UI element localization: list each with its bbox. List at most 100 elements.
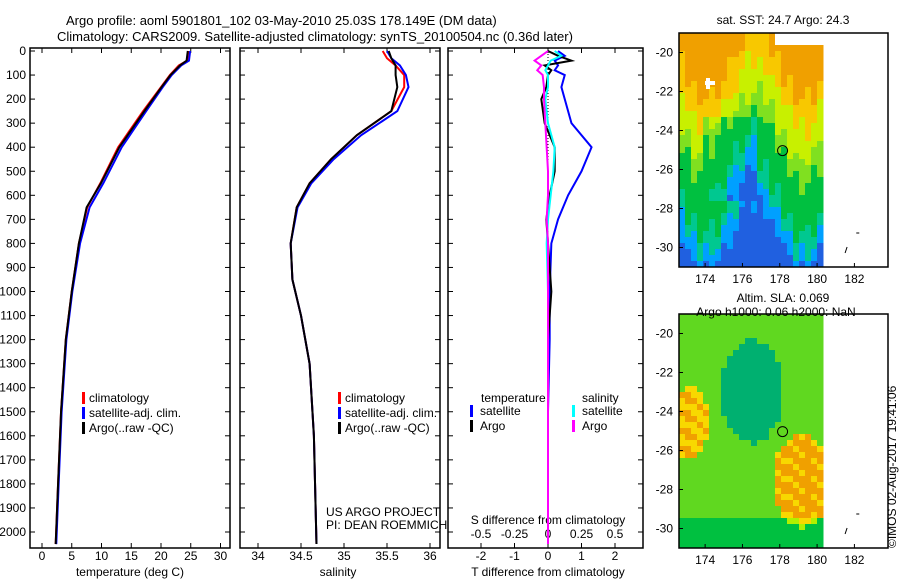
depth-tick-label: 500 (6, 164, 26, 178)
map-cell (697, 99, 704, 106)
map-cell (787, 207, 794, 214)
map-cell (703, 524, 710, 531)
map-cell (703, 105, 710, 112)
map-cell (733, 350, 740, 357)
map-cell (817, 75, 824, 82)
map-cell (787, 368, 794, 375)
map-cell (799, 440, 806, 447)
map-cell (745, 207, 752, 214)
map-cell (751, 326, 758, 333)
map-cell (775, 368, 782, 375)
temperature-tick-label: 15 (125, 549, 139, 563)
map-cell (733, 494, 740, 501)
map-cell (691, 117, 698, 124)
map-cell (745, 458, 752, 465)
map-cell (781, 530, 788, 537)
map-cell (751, 536, 758, 543)
map-cell (715, 452, 722, 459)
map-cell (745, 105, 752, 112)
map-cell (793, 75, 800, 82)
map-cell (769, 386, 776, 393)
map-cell (739, 368, 746, 375)
map-cell (721, 189, 728, 196)
map-cell (751, 338, 758, 345)
map-cell (715, 171, 722, 178)
map-cell (691, 99, 698, 106)
map-cell (817, 404, 824, 411)
map-cell (715, 338, 722, 345)
map-cell (721, 207, 728, 214)
map-cell (745, 213, 752, 220)
map-cell (775, 452, 782, 459)
legend-swatch (82, 392, 85, 404)
map-cell (757, 75, 764, 82)
map-cell (679, 398, 686, 405)
map-cell (697, 189, 704, 196)
map-cell (793, 183, 800, 190)
map-cell (757, 99, 764, 106)
map-cell (703, 506, 710, 513)
map-cell (751, 458, 758, 465)
map-cell (679, 374, 686, 381)
map-cell (721, 338, 728, 345)
map-cell (679, 171, 686, 178)
map-cell (709, 434, 716, 441)
map-cell (691, 386, 698, 393)
map-cell (781, 69, 788, 76)
map-cell (703, 476, 710, 483)
map-cell (703, 93, 710, 100)
map-cell (703, 392, 710, 399)
map-cell (811, 410, 818, 417)
map-cell (697, 488, 704, 495)
map-cell (739, 39, 746, 46)
map-cell (703, 189, 710, 196)
map-cell (775, 189, 782, 196)
map-cell (775, 440, 782, 447)
map-cell (793, 500, 800, 507)
map-cell (781, 362, 788, 369)
map-cell (793, 63, 800, 70)
map-cell (817, 446, 824, 453)
map-cell (709, 189, 716, 196)
map-cell (733, 63, 740, 70)
map-cell (715, 231, 722, 238)
map-cell (799, 99, 806, 106)
map-cell (793, 506, 800, 513)
map-cell (721, 123, 728, 130)
map-cell (757, 189, 764, 196)
map-cell (799, 374, 806, 381)
map-cell (727, 518, 734, 525)
map-cell (715, 506, 722, 513)
map-cell (691, 314, 698, 321)
map-cell (691, 422, 698, 429)
map-cell (817, 542, 824, 549)
map-cell (691, 231, 698, 238)
map-cell (769, 440, 776, 447)
map-cell (709, 416, 716, 423)
map-cell (769, 428, 776, 435)
map-cell (799, 506, 806, 513)
map-cell (697, 201, 704, 208)
map-cell (715, 446, 722, 453)
map-cell (721, 141, 728, 148)
map-cell (793, 380, 800, 387)
legend-swatch (82, 407, 85, 419)
map-cell (763, 512, 770, 519)
map-cell (703, 482, 710, 489)
map-cell (739, 87, 746, 94)
map-cell (733, 33, 740, 40)
map-cell (685, 183, 692, 190)
map-cell (805, 326, 812, 333)
map-cell (811, 326, 818, 333)
map-cell (715, 51, 722, 58)
map-cell (721, 404, 728, 411)
map-cell (697, 249, 704, 256)
map-cell (703, 207, 710, 214)
map-cell (799, 177, 806, 184)
map-cell (757, 488, 764, 495)
map-cell (811, 183, 818, 190)
map-cell (745, 45, 752, 52)
map-cell (727, 392, 734, 399)
map-cell (751, 332, 758, 339)
map-cell (679, 338, 686, 345)
